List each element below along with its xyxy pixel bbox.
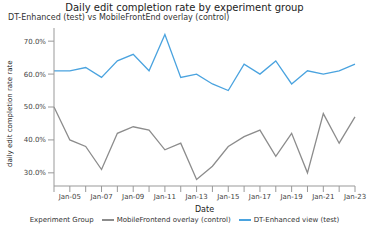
svg-text:Jan-21: Jan-21	[311, 193, 334, 201]
html-text:Daily edit completion rate by: Daily edit completion rate by experiment…	[65, 2, 304, 13]
svg-text:30.0%: 30.0%	[24, 169, 47, 177]
svg-text:Jan-17: Jan-17	[248, 193, 271, 201]
svg-text:Jan-05: Jan-05	[58, 193, 81, 201]
svg-text:Jan-23: Jan-23	[343, 193, 361, 201]
svg-text:Jan-09: Jan-09	[121, 193, 144, 201]
svg-text:Date: Date	[195, 205, 214, 214]
svg-text:70.0%: 70.0%	[24, 38, 47, 46]
svg-text:50.0%: 50.0%	[24, 103, 47, 111]
svg-text:Jan-15: Jan-15	[216, 193, 239, 201]
svg-text:Jan-07: Jan-07	[89, 193, 112, 201]
html-text:Experiment Group: Experiment Group	[29, 216, 94, 224]
html-text:DT-Enhanced view (test): DT-Enhanced view (test)	[253, 216, 340, 224]
svg-text:40.0%: 40.0%	[24, 136, 47, 144]
svg-text:60.0%: 60.0%	[24, 71, 47, 79]
svg-text:Jan-13: Jan-13	[184, 193, 207, 201]
svg-text:daily edit completion rate rat: daily edit completion rate rate	[8, 60, 14, 167]
html-text:MobileFrontend overlay (contro: MobileFrontend overlay (control)	[116, 216, 231, 224]
svg-text:Jan-19: Jan-19	[280, 193, 303, 201]
html-text:DT-Enhanced (test) vs MobileFr: DT-Enhanced (test) vs MobileFrontEnd ove…	[8, 13, 230, 22]
svg-text:Jan-11: Jan-11	[153, 193, 176, 201]
